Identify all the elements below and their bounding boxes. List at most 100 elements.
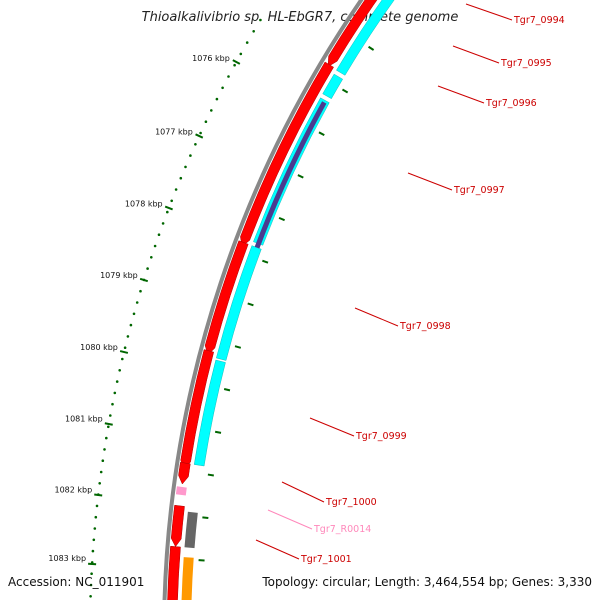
inner-tick	[214, 430, 222, 434]
tick-dot	[259, 18, 262, 22]
grey-feature	[184, 511, 198, 549]
tick-dot	[109, 414, 112, 417]
cds-feature	[327, 0, 378, 68]
tick-dot	[91, 549, 95, 553]
tick-dot	[189, 154, 192, 157]
kbp-tick-mark	[104, 422, 113, 426]
tick-dot	[161, 222, 165, 225]
backbone	[162, 0, 364, 600]
tick-dot	[101, 459, 105, 463]
kbp-tick-label: 1078 kbp	[125, 199, 163, 208]
tick-dot	[132, 312, 136, 316]
kbp-tick-mark	[164, 205, 173, 211]
tick-dot	[98, 482, 101, 485]
cds-feature	[240, 61, 334, 247]
tick-dot	[95, 504, 99, 508]
kbp-tick-label: 1080 kbp	[80, 343, 118, 352]
orf-feature	[322, 73, 343, 99]
orf-dark-feature	[254, 101, 327, 249]
gene-label: Tgr7_0998	[399, 321, 451, 332]
tick-dot	[239, 52, 243, 56]
tick-dot	[184, 165, 187, 169]
cds-feature	[170, 504, 185, 548]
tick-dot	[94, 515, 98, 519]
tick-dot	[174, 188, 178, 191]
leader-line	[452, 45, 500, 64]
tick-dot	[93, 527, 97, 530]
tick-dot	[204, 120, 208, 123]
gene-label: Tgr7_R0014	[313, 524, 371, 535]
tick-dots	[89, 18, 262, 598]
tick-dot	[118, 369, 121, 372]
inner-tick	[297, 174, 304, 179]
gene-label: Tgr7_1000	[325, 497, 377, 508]
kbp-tick-label: 1079 kbp	[100, 271, 138, 280]
tick-dot	[113, 391, 117, 395]
tick-dot	[153, 244, 157, 248]
leader-line	[281, 481, 325, 503]
leader-line	[267, 509, 313, 530]
kbp-tick-label: 1077 kbp	[155, 128, 193, 137]
tick-dot	[252, 30, 255, 33]
tick-dot	[111, 402, 114, 406]
tick-dot	[194, 143, 197, 146]
backbone-arc	[162, 0, 364, 600]
tick-dot	[166, 210, 169, 214]
tick-dot	[179, 176, 183, 180]
kbp-tick-label: 1082 kbp	[54, 485, 92, 494]
leader-line	[407, 172, 453, 191]
label-leaders	[255, 3, 513, 560]
tick-dot	[99, 470, 103, 474]
tick-dot	[157, 233, 161, 236]
tick-dot	[146, 267, 149, 270]
tick-dot	[245, 41, 249, 44]
kbp-tick-label: 1076 kbp	[192, 54, 230, 63]
leader-line	[465, 3, 513, 21]
inner-tick	[262, 259, 269, 264]
gene-label: Tgr7_0996	[485, 98, 537, 109]
tick-dot	[199, 131, 202, 135]
inner-tick	[202, 516, 209, 519]
orf-feature	[193, 359, 226, 467]
tick-dot	[90, 572, 93, 575]
gene-labels: Tgr7_0994 Tgr7_0995 Tgr7_0996 Tgr7_0997 Tgr7…	[300, 15, 565, 565]
tick-dot	[107, 425, 110, 429]
tick-dot	[105, 436, 108, 440]
kbp-tick-mark	[232, 59, 241, 65]
inner-tick	[223, 388, 231, 392]
gene-label: Tgr7_0994	[513, 15, 565, 26]
feature-tracks	[167, 0, 395, 600]
genome-summary: Topology: circular; Length: 3,464,554 bp…	[262, 575, 592, 589]
kbp-tick-mark	[139, 277, 149, 283]
tick-dot	[89, 583, 93, 587]
tick-dot	[121, 357, 124, 361]
tick-dot	[123, 346, 127, 350]
kbp-tick-mark	[94, 493, 103, 497]
inner-tick	[234, 345, 242, 349]
cds-feature	[178, 462, 191, 485]
kbp-tick-label: 1083 kbp	[48, 554, 86, 563]
leader-line	[354, 307, 399, 327]
orange-feature	[181, 557, 194, 600]
inner-tick	[278, 216, 285, 222]
tick-dot	[139, 289, 142, 293]
tick-dot	[126, 335, 130, 338]
inner-tick	[207, 473, 214, 477]
gene-label: Tgr7_0999	[355, 431, 407, 442]
tick-dot	[129, 323, 133, 327]
tick-dot	[227, 75, 230, 78]
inner-tick	[318, 131, 325, 136]
orf-feature	[216, 245, 262, 361]
tick-dot	[115, 380, 119, 383]
kbp-tick-mark	[119, 350, 129, 354]
tick-dot	[170, 199, 173, 203]
rna-feature	[175, 486, 187, 496]
tick-dot	[103, 448, 106, 451]
gene-label: Tgr7_1001	[300, 554, 352, 565]
inner-tick	[368, 45, 375, 51]
inner-tick	[341, 88, 349, 94]
accession-text: Accession: NC_011901	[8, 575, 145, 589]
kbp-tick-mark	[195, 133, 204, 139]
kbp-ticks: 1076 kbp 1077 kbp 1078 kbp 1079 kbp 1080 kbp…	[48, 54, 241, 566]
